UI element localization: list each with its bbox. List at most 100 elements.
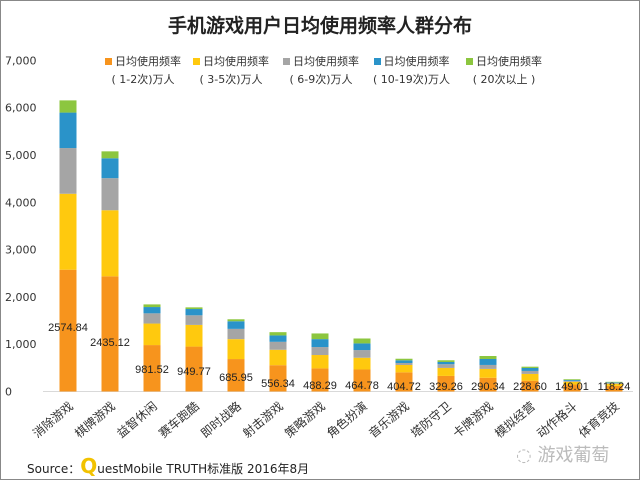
data-label: 290.34 xyxy=(471,381,505,393)
legend-swatch xyxy=(193,58,200,65)
data-label: 228.60 xyxy=(513,381,547,393)
data-label: 685.95 xyxy=(219,372,253,384)
data-label: 981.52 xyxy=(135,364,169,376)
bar-segment-1 xyxy=(353,369,371,392)
bar-segment-2 xyxy=(395,364,413,373)
x-tick-label: 益智休闲 xyxy=(114,398,160,440)
bar-segment-4 xyxy=(563,379,581,381)
bar-segment-2 xyxy=(311,355,329,369)
bar-segment-5 xyxy=(269,332,287,336)
x-tick-label: 模拟经营 xyxy=(492,399,538,441)
legend-label-sub: ( 3-5次)万人 xyxy=(199,73,263,86)
x-tick-label: 棋牌游戏 xyxy=(72,399,118,441)
data-label: 488.29 xyxy=(303,380,337,392)
legend-swatch xyxy=(283,58,290,65)
data-label: 329.26 xyxy=(429,381,463,393)
bar-segment-1 xyxy=(437,375,455,392)
bar-segment-4 xyxy=(101,158,119,179)
bar-segment-1 xyxy=(143,345,161,392)
bar-segment-2 xyxy=(101,210,119,277)
bar-segment-4 xyxy=(143,307,161,314)
legend-label: 日均使用频率 xyxy=(476,55,542,68)
bar-segment-5 xyxy=(521,366,539,368)
bar-segment-4 xyxy=(185,309,203,316)
y-tick-label: 0 xyxy=(5,386,12,399)
legend-item-1-2: 日均使用频率 ( 1-2次)万人 xyxy=(105,53,181,89)
legend-label: 日均使用频率 xyxy=(293,55,359,68)
bar-segment-1 xyxy=(521,380,539,392)
bar-segment-4 xyxy=(395,360,413,363)
bar-segment-1 xyxy=(227,359,245,392)
bar-segment-4 xyxy=(269,335,287,342)
x-tick-label: 塔防守卫 xyxy=(408,398,454,440)
bar-segment-1 xyxy=(59,269,77,392)
y-tick-label: 5,000 xyxy=(5,149,37,162)
bar-segment-1 xyxy=(269,365,287,392)
legend-item-20-plus: 日均使用频率 ( 20次以上 ) xyxy=(466,53,542,89)
bar-segment-3 xyxy=(269,341,287,350)
bar-segment-2 xyxy=(227,339,245,360)
bar-segment-1 xyxy=(479,377,497,392)
bar-segment-5 xyxy=(311,333,329,340)
legend-label: 日均使用频率 xyxy=(203,55,269,68)
bar-segment-5 xyxy=(395,358,413,361)
x-tick-label: 赛车跑酷 xyxy=(156,398,202,440)
wechat-icon: ◌ xyxy=(516,445,538,466)
y-tick-label: 7,000 xyxy=(5,54,37,67)
bar-segment-4 xyxy=(311,339,329,348)
y-tick-label: 1,000 xyxy=(5,338,37,351)
legend-label-sub: ( 1-2次)万人 xyxy=(111,73,175,86)
bar-segment-5 xyxy=(353,338,371,344)
bar-segment-3 xyxy=(143,313,161,324)
data-label: 149.01 xyxy=(555,381,589,393)
bar-segment-2 xyxy=(521,373,539,381)
bar-segment-5 xyxy=(143,304,161,308)
data-label: 404.72 xyxy=(387,381,421,393)
bar-segment-2 xyxy=(605,383,623,386)
bar-segment-3 xyxy=(521,370,539,374)
bar-segment-3 xyxy=(185,315,203,325)
bar-segment-1 xyxy=(185,346,203,392)
legend-swatch xyxy=(105,58,112,65)
watermark-text: 游戏葡萄 xyxy=(537,445,610,466)
data-label: 949.77 xyxy=(177,366,211,378)
bar-segment-3 xyxy=(311,347,329,356)
bar-segment-5 xyxy=(101,151,119,159)
bar-segment-2 xyxy=(479,368,497,378)
x-tick-label: 卡牌游戏 xyxy=(450,399,496,441)
x-tick-label: 策略游戏 xyxy=(282,398,328,440)
bar-segment-4 xyxy=(353,343,371,351)
bar-segment-2 xyxy=(185,324,203,347)
bar-segment-5 xyxy=(59,100,77,113)
bar-segment-1 xyxy=(311,368,329,392)
legend-swatch xyxy=(373,58,381,65)
bar-segment-2 xyxy=(563,381,581,385)
bar-segment-2 xyxy=(59,193,77,270)
legend-item-10-19: 日均使用频率 ( 10-19次)万人 xyxy=(373,53,450,89)
bar-segment-3 xyxy=(227,328,245,340)
x-tick-label: 即时战略 xyxy=(198,398,244,440)
bar-segment-2 xyxy=(143,323,161,346)
legend-label-sub: ( 20次以上 ) xyxy=(472,73,536,86)
x-tick-label: 音乐游戏 xyxy=(366,398,412,440)
data-label: 556.34 xyxy=(261,378,295,390)
bar-segment-4 xyxy=(227,321,245,329)
x-tick-label: 角色扮演 xyxy=(324,398,370,440)
x-tick-label: 动作格斗 xyxy=(534,398,580,440)
bar-segment-3 xyxy=(479,364,497,369)
x-tick-label: 射击游戏 xyxy=(240,398,286,440)
bar-segment-1 xyxy=(395,372,413,392)
legend-label: 日均使用频率 xyxy=(383,55,450,68)
data-label: 464.78 xyxy=(345,380,379,392)
legend-label-sub: ( 6-9次)万人 xyxy=(289,73,353,86)
bar-segment-3 xyxy=(59,148,77,194)
x-tick-label: 消除游戏 xyxy=(30,398,76,440)
y-tick-label: 6,000 xyxy=(5,102,37,115)
data-label: 2574.84 xyxy=(48,322,88,334)
bar-segment-5 xyxy=(437,360,455,362)
bar-segment-4 xyxy=(479,358,497,365)
chart-title: 手机游戏用户日均使用频率人群分布 xyxy=(167,15,472,37)
y-tick-label: 2,000 xyxy=(5,291,37,304)
